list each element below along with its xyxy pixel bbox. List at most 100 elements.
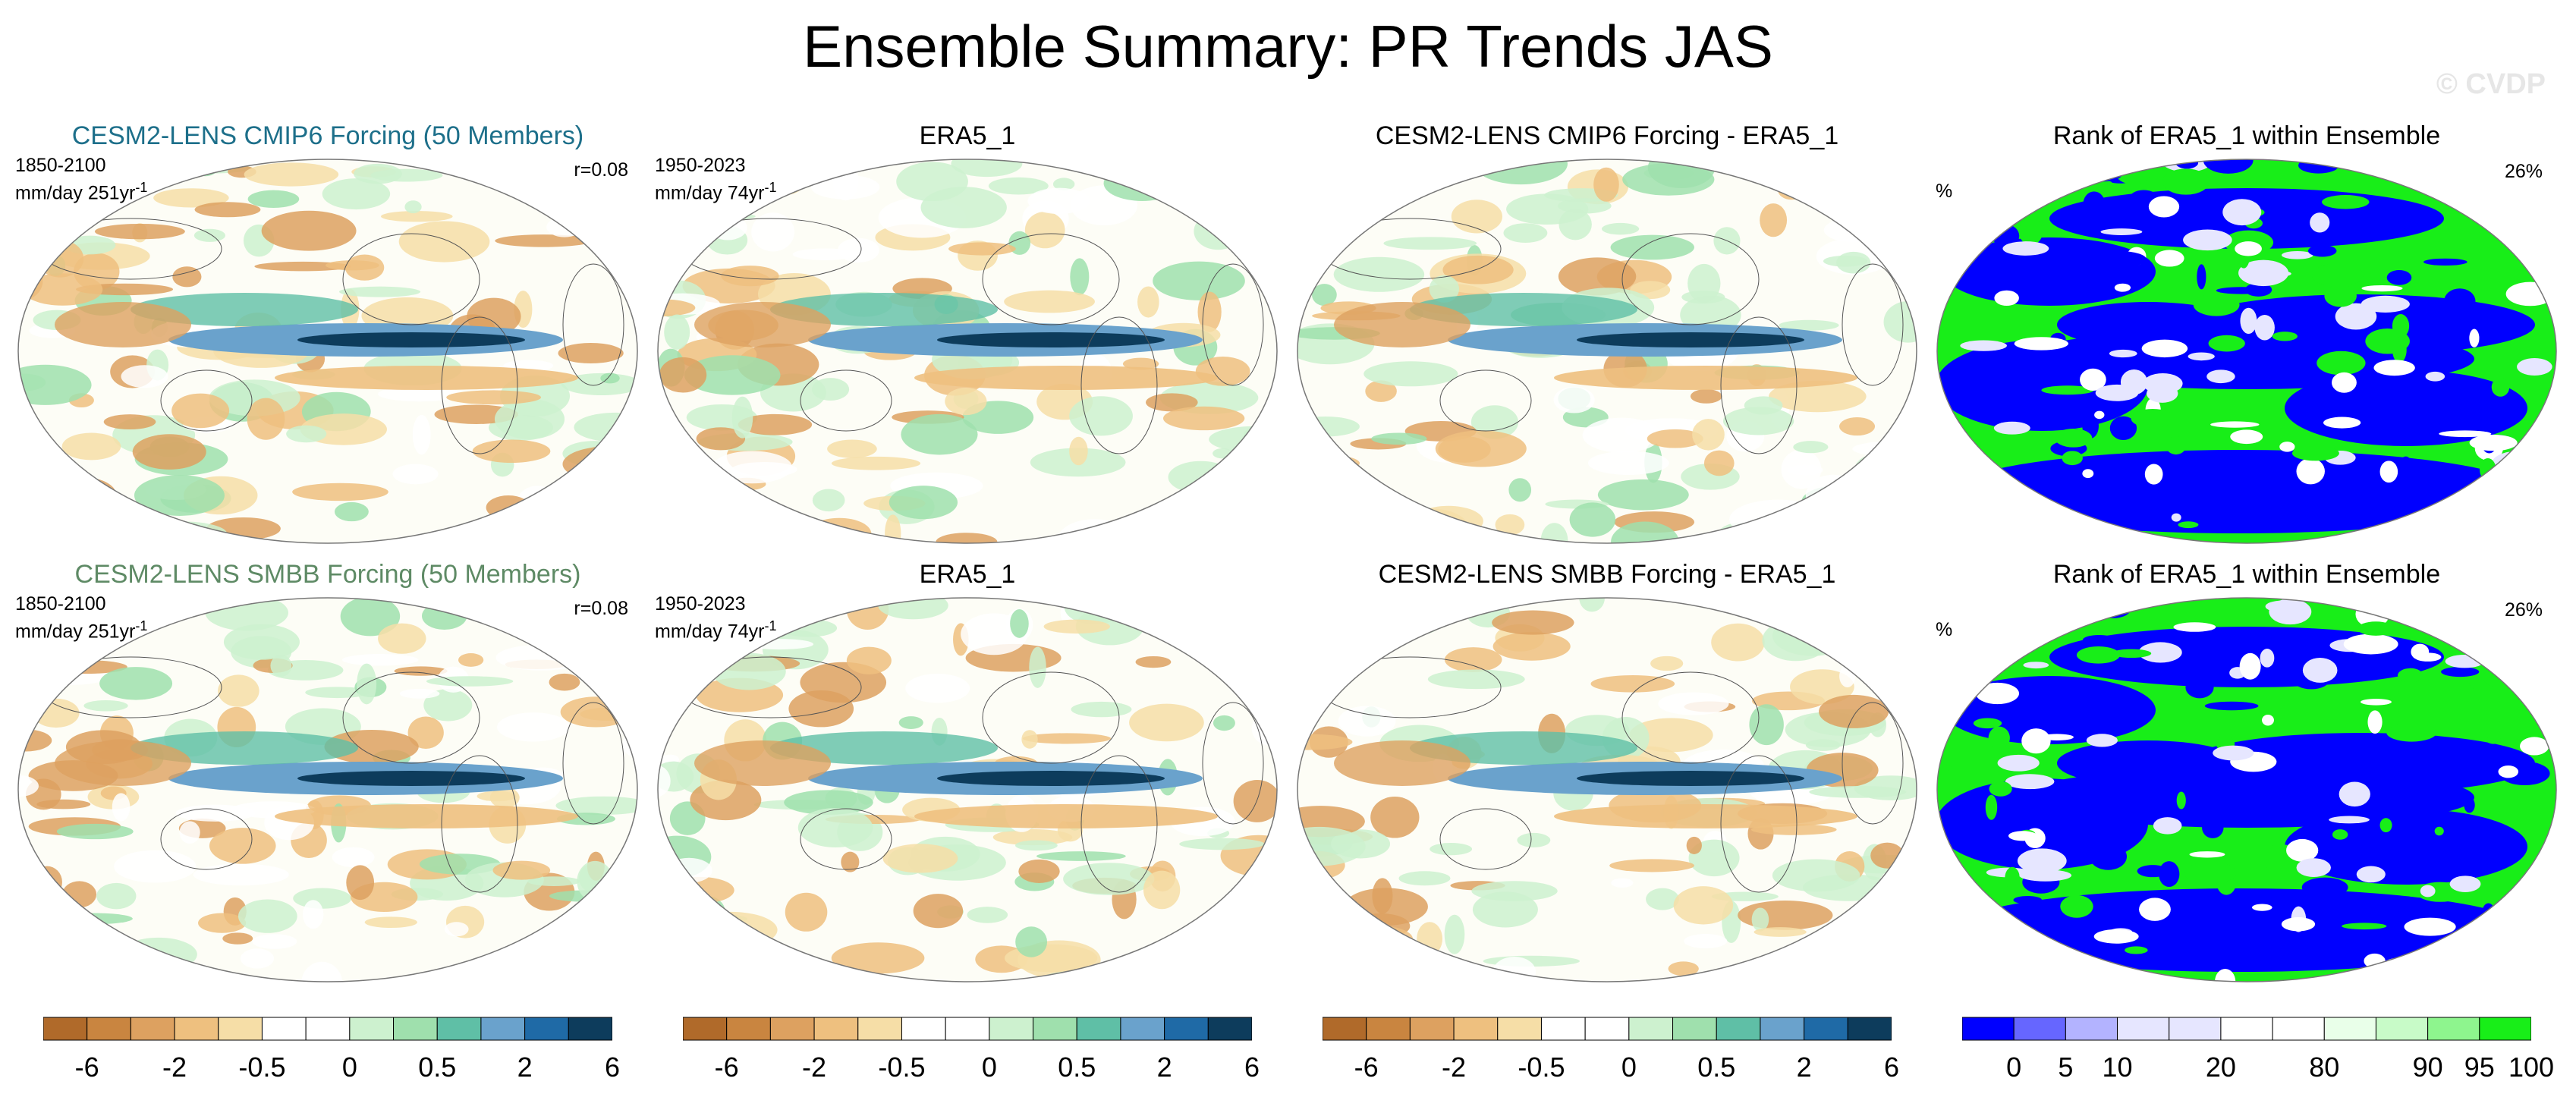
- colorbar-label: -2: [802, 1052, 827, 1083]
- colorbar-box: [174, 1017, 219, 1041]
- map-outline: [1936, 159, 2557, 544]
- trend-map: [657, 159, 1278, 544]
- map-outline: [657, 159, 1278, 544]
- colorbar-box: [480, 1017, 526, 1041]
- colorbar-box: [1453, 1017, 1499, 1041]
- correlation-label: r=0.08: [574, 598, 628, 619]
- units-label: mm/day 251yr-1: [15, 177, 147, 204]
- percent-symbol: %: [1936, 619, 1953, 640]
- colorbar-label: 0: [981, 1052, 997, 1083]
- trend-map: [17, 159, 638, 544]
- trend-map: [1297, 159, 1917, 544]
- colorbar-box: [1760, 1017, 1805, 1041]
- map-outline: [1936, 597, 2557, 982]
- period-label: 1850-2100: [15, 593, 106, 615]
- map-outline: [1297, 597, 1917, 982]
- map-panel: CESM2-LENS SMBB Forcing - ERA5_1: [1288, 560, 1926, 1000]
- colorbar-label: 2: [1796, 1052, 1812, 1083]
- colorbar-label: -6: [1354, 1052, 1379, 1083]
- colorbar-label: 20: [2205, 1052, 2236, 1083]
- units-exponent: -1: [764, 618, 777, 633]
- colorbar-box: [261, 1017, 307, 1041]
- colorbar-box: [1804, 1017, 1848, 1041]
- units-label: mm/day 74yr-1: [655, 615, 777, 643]
- panel-title: CESM2-LENS CMIP6 Forcing (50 Members): [71, 121, 584, 150]
- colorbar-box: [813, 1017, 859, 1041]
- colorbar-box: [1033, 1017, 1077, 1041]
- colorbar-label: 5: [2058, 1052, 2074, 1083]
- colorbar-box: [726, 1017, 771, 1041]
- trend-colorbar: -6 -2 -0.5 0 0.5 2 6: [42, 1017, 620, 1085]
- colorbar-box: [1164, 1017, 1209, 1041]
- colorbar-box: [1366, 1017, 1411, 1041]
- colorbar-label: -6: [714, 1052, 739, 1083]
- colorbar-box: [2013, 1017, 2066, 1041]
- colorbar-box: [436, 1017, 482, 1041]
- map-outline: [17, 159, 638, 544]
- map-outline: [657, 597, 1278, 982]
- correlation-label: r=0.08: [574, 159, 628, 181]
- colorbar-box: [1322, 1017, 1367, 1041]
- colorbar-box: [682, 1017, 728, 1041]
- colorbar-box: [1628, 1017, 1674, 1041]
- colorbar-box: [2323, 1017, 2376, 1041]
- period-label: 1950-2023: [655, 155, 746, 176]
- colorbar-box: [1120, 1017, 1165, 1041]
- colorbar-label: -2: [162, 1052, 187, 1083]
- colorbar-label: -0.5: [1518, 1052, 1565, 1083]
- colorbar-box: [2272, 1017, 2325, 1041]
- colorbar-box: [2117, 1017, 2170, 1041]
- units-exponent: -1: [764, 180, 777, 195]
- colorbar-box: [218, 1017, 263, 1041]
- colorbar-box: [1847, 1017, 1892, 1041]
- map-panel: ERA5_1 1950-2023 mm/day 74yr-1: [649, 560, 1286, 1000]
- colorbar-box: [2220, 1017, 2273, 1041]
- colorbar-box: [1409, 1017, 1455, 1041]
- colorbar-label: 2: [517, 1052, 533, 1083]
- period-label: 1950-2023: [655, 593, 746, 615]
- map-panel: CESM2-LENS CMIP6 Forcing (50 Members) 185…: [9, 121, 646, 561]
- percent-symbol: %: [1936, 181, 1953, 202]
- colorbar-box: [1497, 1017, 1542, 1041]
- colorbar-box: [945, 1017, 990, 1041]
- colorbar-label: 6: [1244, 1052, 1260, 1083]
- map-panel: CESM2-LENS SMBB Forcing (50 Members) 1850…: [9, 560, 646, 1000]
- colorbar-box: [901, 1017, 946, 1041]
- rank-percent-value: 26%: [2504, 599, 2543, 621]
- colorbar-box: [305, 1017, 351, 1041]
- units-text: mm/day 74yr: [655, 621, 765, 643]
- colorbar-label: 6: [604, 1052, 621, 1083]
- colorbar-label: 0.5: [1697, 1052, 1736, 1083]
- colorbar-box: [1961, 1017, 2015, 1041]
- rank-percent-value: 26%: [2504, 161, 2543, 182]
- colorbar-box: [1672, 1017, 1717, 1041]
- colorbar-label: 6: [1883, 1052, 1900, 1083]
- colorbar-box: [86, 1017, 131, 1041]
- trend-colorbar: -6 -2 -0.5 0 0.5 2 6: [1322, 1017, 1899, 1085]
- trend-map: [1297, 597, 1917, 982]
- colorbar-box: [2169, 1017, 2222, 1041]
- colorbar-box: [857, 1017, 902, 1041]
- panel-title: ERA5_1: [919, 560, 1016, 589]
- colorbar-box: [989, 1017, 1034, 1041]
- trend-colorbar: -6 -2 -0.5 0 0.5 2 6: [682, 1017, 1260, 1085]
- panel-title: Rank of ERA5_1 within Ensemble: [2052, 121, 2441, 150]
- panel-title: ERA5_1: [919, 121, 1016, 150]
- units-text: mm/day 251yr: [15, 182, 136, 204]
- colorbar-label: 0.5: [1058, 1052, 1096, 1083]
- colorbar-label: 0: [341, 1052, 357, 1083]
- cvdp-watermark: © CVDP: [2436, 68, 2546, 100]
- colorbar-label: 0: [2006, 1052, 2022, 1083]
- colorbar-box: [393, 1017, 438, 1041]
- trend-map: [17, 597, 638, 982]
- panel-title: CESM2-LENS CMIP6 Forcing - ERA5_1: [1375, 121, 1839, 150]
- colorbar-box: [2065, 1017, 2118, 1041]
- panel-title: CESM2-LENS SMBB Forcing (50 Members): [74, 560, 581, 589]
- map-panel: Rank of ERA5_1 within Ensemble% 26%: [1928, 560, 2565, 1000]
- colorbar-label: 80: [2309, 1052, 2340, 1083]
- colorbar-box: [1207, 1017, 1253, 1041]
- map-panel: ERA5_1 1950-2023 mm/day 74yr-1: [649, 121, 1286, 561]
- colorbar-box: [568, 1017, 613, 1041]
- period-label: 1850-2100: [15, 155, 106, 176]
- trend-map: [657, 597, 1278, 982]
